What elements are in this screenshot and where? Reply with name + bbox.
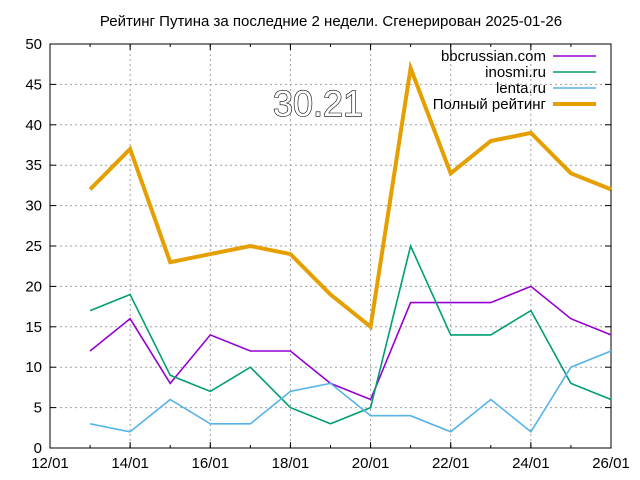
y-tick-label: 15 bbox=[25, 319, 42, 336]
series-line-1 bbox=[89, 285, 612, 401]
series-layer bbox=[88, 60, 612, 433]
y-tick-label: 30 bbox=[25, 198, 42, 215]
legend-label: inosmi.ru bbox=[485, 64, 546, 81]
x-tick-label: 22/01 bbox=[432, 455, 470, 472]
y-tick-label: 25 bbox=[25, 238, 42, 255]
series-line-2 bbox=[89, 243, 612, 425]
chart-title: Рейтинг Путина за последние 2 недели. Сг… bbox=[100, 13, 562, 30]
y-tick-label: 5 bbox=[34, 400, 42, 417]
y-tick-label: 20 bbox=[25, 278, 42, 295]
legend-label: lenta.ru bbox=[496, 80, 546, 97]
series-line-4 bbox=[88, 60, 612, 331]
y-axis: 0 5 10 15 20 25 30 35 40 45 50 bbox=[25, 36, 611, 457]
x-tick-label: 24/01 bbox=[512, 455, 550, 472]
series-line-3 bbox=[89, 350, 612, 433]
legend-label: bbcrussian.com bbox=[441, 48, 546, 65]
grid-lines bbox=[50, 44, 611, 448]
x-tick-label: 20/01 bbox=[352, 455, 390, 472]
y-tick-label: 0 bbox=[34, 440, 42, 457]
x-tick-label: 26/01 bbox=[592, 455, 630, 472]
x-tick-label: 14/01 bbox=[111, 455, 149, 472]
current-rating-annotation: 30.21 bbox=[273, 83, 363, 124]
x-axis: 12/01 14/01 16/01 18/01 20/01 22/01 24/01 26/01 bbox=[31, 44, 630, 472]
y-tick-label: 10 bbox=[25, 359, 42, 376]
y-tick-label: 50 bbox=[25, 36, 42, 53]
y-tick-label: 45 bbox=[25, 76, 42, 93]
legend-label: Полный рейтинг bbox=[433, 96, 547, 113]
x-tick-label: 12/01 bbox=[31, 455, 69, 472]
x-tick-label: 16/01 bbox=[192, 455, 230, 472]
y-tick-label: 35 bbox=[25, 157, 42, 174]
x-tick-label: 18/01 bbox=[272, 455, 310, 472]
y-tick-label: 40 bbox=[25, 117, 42, 134]
